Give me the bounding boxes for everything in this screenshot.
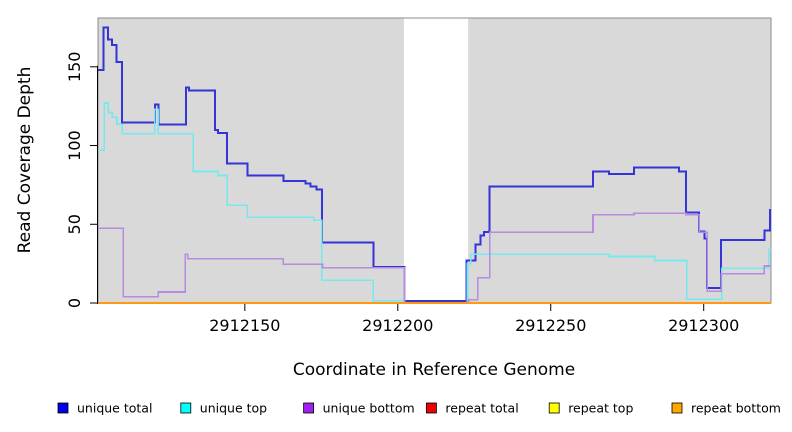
legend-swatch-unique-top	[180, 402, 192, 414]
legend-swatch-unique-total	[57, 402, 69, 414]
legend-label-unique-bottom: unique bottom	[323, 401, 415, 416]
legend-label-unique-total: unique total	[77, 401, 152, 416]
y-tick-label: 150	[65, 52, 84, 83]
masked-region	[403, 18, 469, 303]
legend-label-repeat-bottom: repeat bottom	[691, 401, 781, 416]
series-unique-bottom	[98, 212, 771, 304]
x-tick-label: 2912250	[515, 316, 586, 335]
legend-label-repeat-top: repeat top	[568, 401, 633, 416]
legend-swatch-repeat-total	[425, 402, 437, 414]
x-tick-label: 2912200	[362, 316, 433, 335]
legend-swatch-unique-bottom	[303, 402, 315, 414]
x-tick-label: 2912300	[668, 316, 739, 335]
legend-label-unique-top: unique top	[200, 401, 267, 416]
legend-label-repeat-total: repeat total	[445, 401, 518, 416]
x-tick-label: 2912150	[209, 316, 280, 335]
y-tick-label: 50	[65, 214, 84, 234]
y-tick-label: 0	[65, 298, 84, 308]
series-unique-top	[98, 102, 771, 304]
legend-swatch-repeat-top	[548, 402, 560, 414]
series-unique-total	[98, 26, 771, 303]
x-axis-label: Coordinate in Reference Genome	[293, 360, 575, 380]
y-tick-label: 100	[65, 130, 84, 161]
chart-generated-layer: 2912150 2912200 2912250 2912300 0 50 100 150 uni…	[57, 17, 781, 416]
legend-swatch-repeat-bottom	[671, 402, 683, 414]
y-axis-label: Read Coverage Depth	[15, 67, 35, 254]
